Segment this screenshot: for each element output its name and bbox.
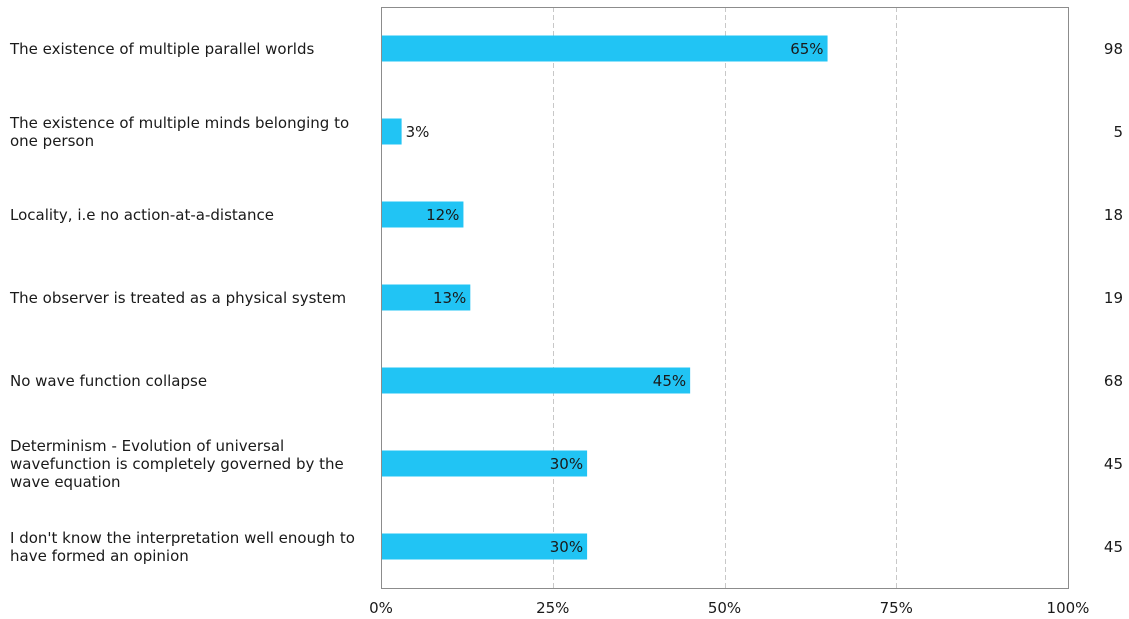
plot-frame — [381, 7, 1069, 589]
bar — [382, 367, 691, 394]
bar-value-label: 65% — [790, 40, 823, 58]
count-label: 45 — [1103, 454, 1123, 473]
x-tick-label: 0% — [369, 599, 393, 617]
category-label: Locality, i.e no action-at-a-distance — [10, 205, 274, 224]
count-label: 45 — [1103, 537, 1123, 556]
bar-value-label: 30% — [550, 455, 583, 473]
bar — [382, 118, 402, 145]
count-label: 18 — [1103, 205, 1123, 224]
bars: 65% 3% 12% 13% 45% 30% 30% — [382, 35, 828, 560]
bar-value-label: 3% — [406, 123, 430, 141]
category-label: The existence of multiple parallel world… — [10, 39, 315, 58]
bar-value-label: 13% — [433, 289, 466, 307]
category-label: Determinism - Evolution of universal wav… — [10, 436, 344, 491]
x-tick-label: 75% — [880, 599, 913, 617]
bar-value-label: 45% — [653, 372, 686, 390]
count-label: 5 — [1113, 122, 1123, 141]
count-label: 19 — [1103, 288, 1123, 307]
count-label: 98 — [1103, 39, 1123, 58]
bar — [382, 533, 588, 560]
bar — [382, 450, 588, 477]
category-label: I don't know the interpretation well eno… — [10, 528, 355, 565]
category-label: No wave function collapse — [10, 371, 208, 390]
bar-value-label: 12% — [426, 206, 459, 224]
x-tick-label: 25% — [536, 599, 569, 617]
category-label: The existence of multiple minds belongin… — [10, 113, 350, 150]
bar — [382, 284, 471, 311]
bar — [382, 201, 464, 228]
x-tick-label: 50% — [708, 599, 741, 617]
bar-value-label: 30% — [550, 538, 583, 556]
x-axis-ticks: 0% 25% 50% 75% 100% — [369, 599, 1089, 617]
x-tick-label: 100% — [1047, 599, 1090, 617]
count-label: 68 — [1103, 371, 1123, 390]
bar — [382, 35, 828, 62]
grid-lines — [553, 7, 897, 588]
category-label: The observer is treated as a physical sy… — [10, 288, 347, 307]
